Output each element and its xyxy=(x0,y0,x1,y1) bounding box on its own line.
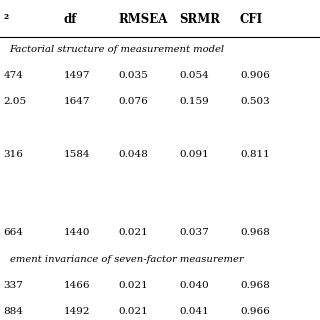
Text: 0.503: 0.503 xyxy=(240,97,270,106)
Text: 0.048: 0.048 xyxy=(118,150,148,159)
Text: 0.054: 0.054 xyxy=(179,71,209,80)
Text: CFI: CFI xyxy=(240,13,263,26)
Text: 474: 474 xyxy=(3,71,23,80)
Text: ement invariance of seven-factor measuremer: ement invariance of seven-factor measure… xyxy=(10,255,243,264)
Text: 1466: 1466 xyxy=(64,281,91,290)
Text: 0.037: 0.037 xyxy=(179,228,209,237)
Text: 1647: 1647 xyxy=(64,97,91,106)
Text: 0.035: 0.035 xyxy=(118,71,148,80)
Text: 884: 884 xyxy=(3,307,23,316)
Text: 0.811: 0.811 xyxy=(240,150,270,159)
Text: 337: 337 xyxy=(3,281,23,290)
Text: 0.091: 0.091 xyxy=(179,150,209,159)
Text: 664: 664 xyxy=(3,228,23,237)
Text: 0.968: 0.968 xyxy=(240,228,270,237)
Text: 0.076: 0.076 xyxy=(118,97,148,106)
Text: df: df xyxy=(64,13,77,26)
Text: 1497: 1497 xyxy=(64,71,91,80)
Text: 0.968: 0.968 xyxy=(240,281,270,290)
Text: 0.159: 0.159 xyxy=(179,97,209,106)
Text: 0.021: 0.021 xyxy=(118,307,148,316)
Text: 0.906: 0.906 xyxy=(240,71,270,80)
Text: 0.041: 0.041 xyxy=(179,307,209,316)
Text: 1584: 1584 xyxy=(64,150,91,159)
Text: ²: ² xyxy=(3,13,8,26)
Text: 0.021: 0.021 xyxy=(118,281,148,290)
Text: 0.966: 0.966 xyxy=(240,307,270,316)
Text: 316: 316 xyxy=(3,150,23,159)
Text: Factorial structure of measurement model: Factorial structure of measurement model xyxy=(10,45,225,54)
Text: SRMR: SRMR xyxy=(179,13,220,26)
Text: RMSEA: RMSEA xyxy=(118,13,168,26)
Text: 1440: 1440 xyxy=(64,228,91,237)
Text: 0.040: 0.040 xyxy=(179,281,209,290)
Text: 0.021: 0.021 xyxy=(118,228,148,237)
Text: 1492: 1492 xyxy=(64,307,91,316)
Text: 2.05: 2.05 xyxy=(3,97,26,106)
